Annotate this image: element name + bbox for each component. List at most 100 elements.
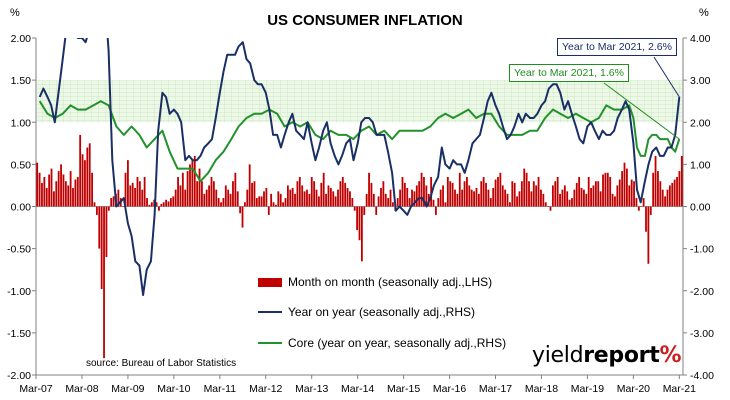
mom-bar [396,198,399,207]
mom-bar [625,168,628,207]
mom-bar [110,198,113,207]
mom-bar [67,185,70,207]
mom-bar [542,193,545,207]
mom-bar [384,193,387,207]
mom-bar [186,171,189,207]
mom-bar [239,206,242,214]
mom-bar [167,201,170,207]
mom-bar [141,189,144,207]
mom-bar [446,177,449,207]
mom-bar [642,198,645,207]
mom-bar [475,187,478,207]
mom-bar [645,206,647,232]
mom-bar [315,189,318,207]
mom-bar [544,202,547,207]
mom-bar [169,198,172,207]
mom-bar [277,191,280,207]
annotation-core: Year to Mar 2021, 1.6% [509,64,629,82]
mom-bar [210,177,213,207]
mom-bar [296,181,299,207]
mom-bar [303,191,306,207]
x-tick-label: Mar-16 [433,383,466,395]
mom-bar [193,155,196,207]
mom-bar [162,202,165,207]
mom-bar [599,191,602,207]
mom-bar [664,196,667,207]
mom-bar [212,181,215,207]
mom-bar [191,160,194,207]
right-tick-label: 0.00 [690,202,711,214]
mom-bar [461,189,464,207]
mom-bar [556,177,559,207]
mom-bar [511,181,514,207]
mom-bar [301,185,304,207]
mom-bar [368,172,370,207]
left-tick-label: 1.50 [11,75,32,87]
mom-bar [313,181,316,207]
mom-bar [454,189,456,207]
mom-bar [291,187,294,207]
mom-bar [289,189,292,207]
mom-bar [253,181,256,207]
mom-bar [561,189,564,207]
mom-bar [100,206,103,290]
mom-bar [528,181,530,207]
mom-bar [294,193,296,207]
mom-bar [370,182,373,207]
mom-bar [346,187,349,207]
mom-bar [351,198,354,207]
mom-bar [406,187,409,207]
mom-bar [492,187,495,207]
mom-bar [635,198,638,207]
legend-label-core: Core (year on year, seasonally adj.,RHS) [288,336,507,350]
mom-bar [255,198,258,207]
mom-bar [485,182,487,207]
mom-bar [506,193,509,207]
left-axis-unit: % [10,7,20,19]
mom-bar [48,174,51,207]
mom-bar [520,181,523,207]
left-tick-label: 2.00 [11,33,32,45]
x-tick-label: Mar-21 [663,383,696,395]
mom-bar [220,202,222,207]
mom-bar [592,185,595,207]
legend-item-yoy: Year on year (seasonally adj.,RHS) [258,304,475,320]
mom-bar [337,189,339,207]
mom-bar [103,206,105,359]
mom-bar [497,177,499,207]
mom-bar [463,181,466,207]
mom-bar [320,182,323,207]
mom-bar [525,172,528,207]
mom-bar [325,193,327,207]
mom-bar [105,206,108,258]
mom-bar [530,191,533,207]
x-tick-label: Mar-11 [204,383,237,395]
x-tick-label: Mar-20 [617,383,650,395]
mom-bar [616,185,619,207]
mom-bar [482,177,485,207]
legend-swatch-navy-line [258,311,282,313]
mom-bar [208,185,210,207]
mom-bar [172,196,175,207]
mom-bar [444,202,447,207]
left-tick-label: -1.50 [7,328,31,340]
mom-bar [583,189,585,207]
mom-bar [127,160,129,207]
mom-bar [88,143,91,207]
target-band [37,80,682,123]
mom-bar [272,202,275,207]
mom-bar [241,206,244,228]
left-tick-label: 0.50 [11,159,32,171]
x-tick-label: Mar-07 [19,383,52,395]
mom-bar [279,193,282,207]
mom-bar [222,198,225,207]
mom-bar [652,172,655,207]
mom-bar [640,206,643,207]
mom-bar [680,155,683,207]
mom-bar [322,172,325,207]
mom-bar [232,181,234,207]
left-tick-label: -2.00 [7,370,31,382]
mom-bar [432,199,435,207]
annotation-leader-headline [653,56,680,98]
mom-bar [332,191,335,207]
